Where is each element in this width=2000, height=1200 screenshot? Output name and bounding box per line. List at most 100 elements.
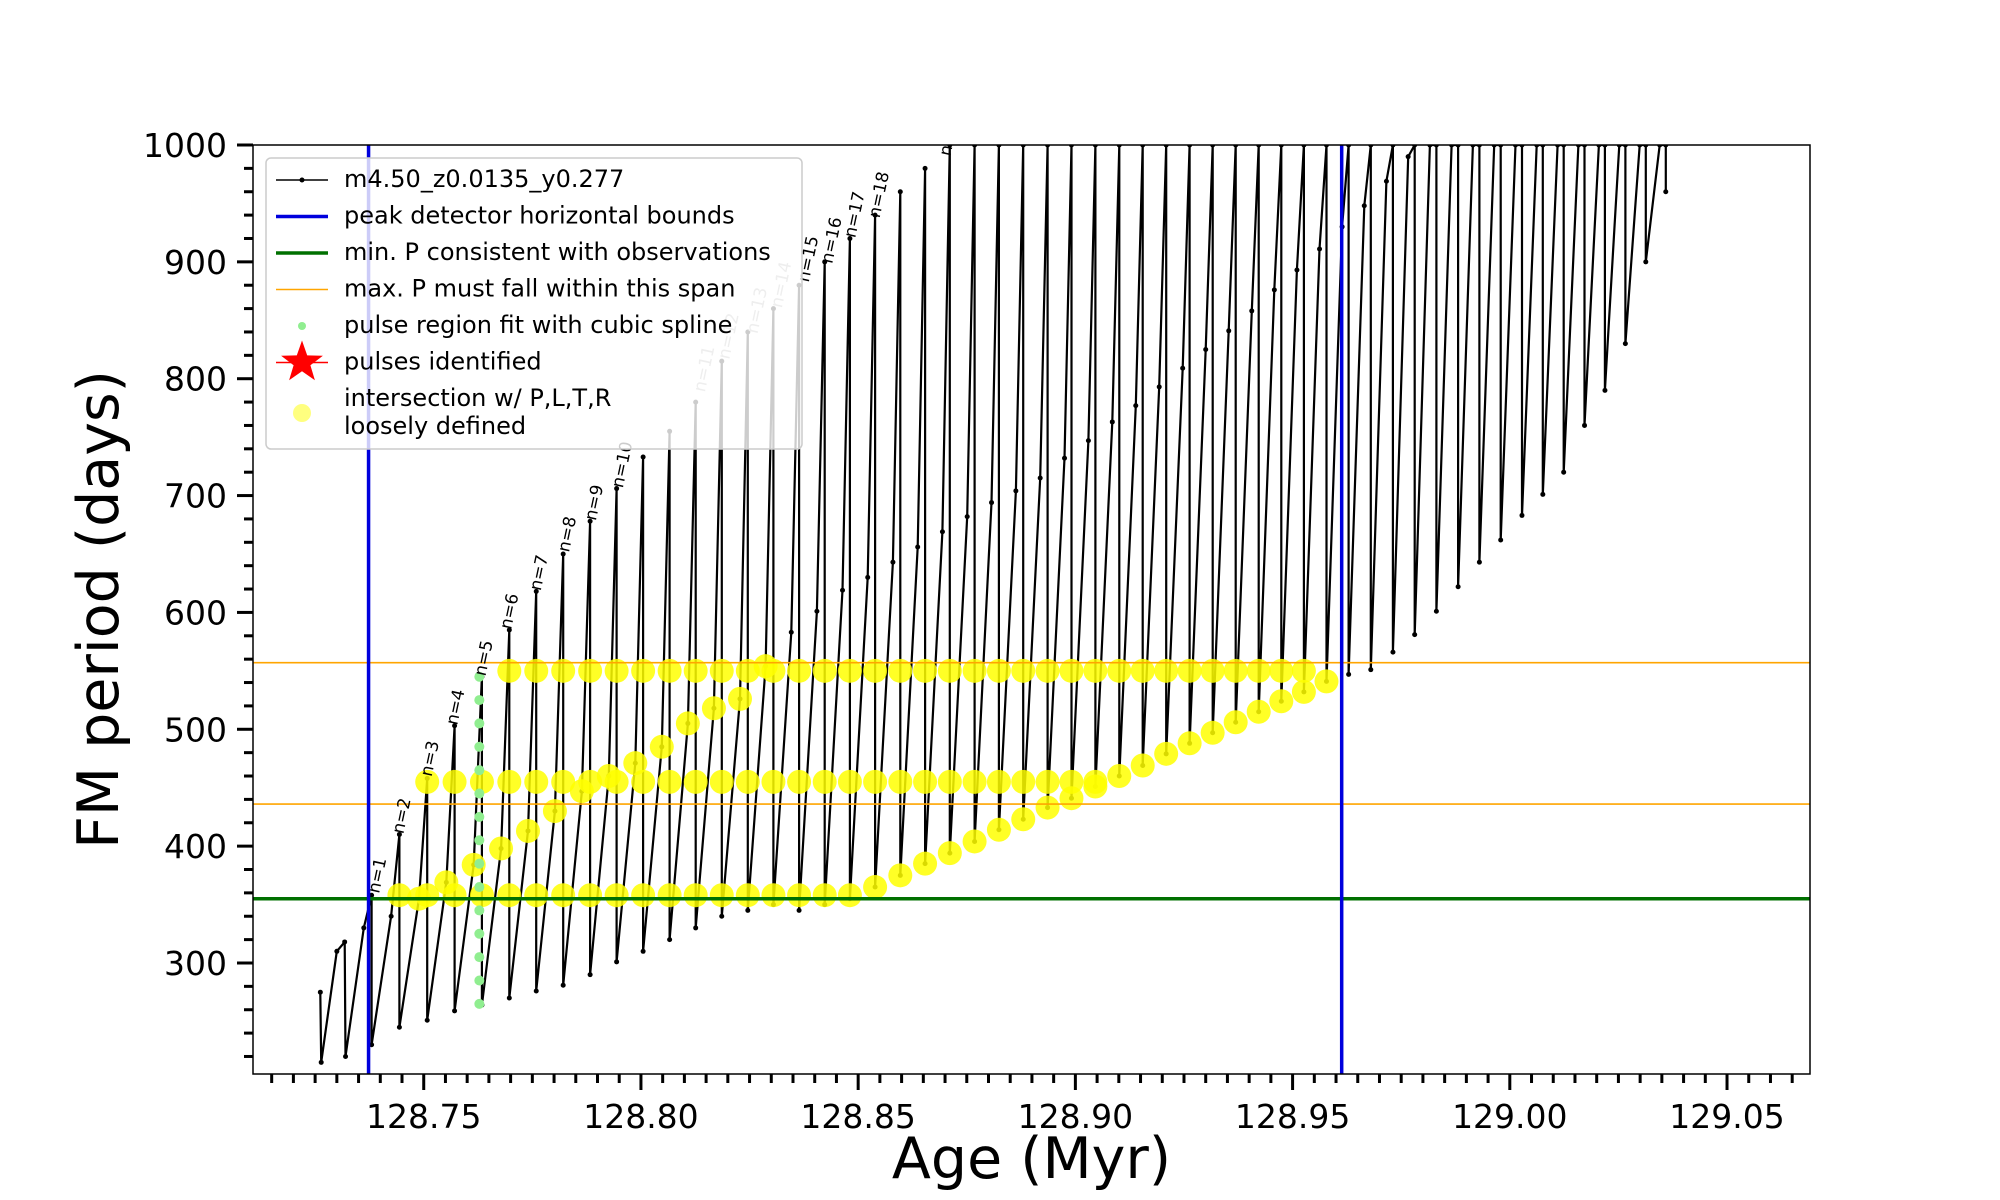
data-line (319, 145, 1667, 1064)
scatter-point (542, 799, 567, 824)
scatter-point (709, 658, 734, 683)
scatter-point (1035, 658, 1060, 683)
scatter-point (551, 658, 576, 683)
data-point (614, 959, 620, 965)
scatter-point (709, 883, 734, 908)
legend-marker (293, 404, 311, 422)
x-tick-label: 128.80 (583, 1097, 698, 1136)
scatter-point (837, 883, 862, 908)
data-point (452, 1008, 458, 1014)
data-point (361, 925, 367, 931)
scatter-point (649, 734, 674, 759)
legend-label: intersection w/ P,L,T,R (344, 384, 611, 412)
x-tick-label: 128.95 (1235, 1097, 1350, 1136)
legend-label: peak detector horizontal bounds (344, 202, 735, 230)
legend-label: m4.50_z0.0135_y0.277 (344, 165, 624, 193)
scatter-point (812, 658, 837, 683)
data-point (1412, 632, 1418, 638)
data-point (1361, 203, 1367, 209)
data-point (915, 544, 921, 550)
y-tick-label: 1000 (143, 126, 227, 165)
scatter-point (604, 658, 629, 683)
data-point (1226, 328, 1232, 334)
scatter-point (753, 654, 778, 679)
scatter-point (657, 658, 682, 683)
data-point (1383, 178, 1389, 184)
y-tick-label: 600 (164, 593, 227, 632)
data-point (1013, 488, 1019, 494)
scatter-point (387, 883, 412, 908)
scatter-point (631, 658, 656, 683)
data-point (506, 995, 512, 1001)
data-point (814, 608, 820, 614)
scatter-point (787, 883, 812, 908)
scatter-point (1291, 658, 1316, 683)
data-point (1643, 259, 1649, 265)
x-tick-label: 129.00 (1452, 1097, 1567, 1136)
scatter-point (497, 769, 522, 794)
scatter-point (1200, 720, 1225, 745)
scatter-point (888, 658, 913, 683)
y-tick-label: 800 (164, 360, 227, 399)
data-point (840, 587, 846, 593)
data-point (719, 913, 725, 919)
data-point (506, 627, 512, 633)
scatter-point (863, 875, 888, 900)
data-point (369, 892, 375, 898)
scatter-point (578, 658, 603, 683)
data-point (560, 551, 566, 557)
data-point (1602, 387, 1608, 393)
legend-label: min. P consistent with observations (344, 238, 771, 266)
legend-label: loosely defined (344, 412, 526, 440)
scatter-point (474, 695, 485, 706)
scatter-point (837, 658, 862, 683)
data-point (1133, 403, 1139, 409)
scatter-point (434, 870, 459, 895)
y-axis-label: FM period (days) (66, 370, 132, 849)
scatter-point (551, 769, 576, 794)
data-point (533, 988, 539, 994)
x-tick-label: 128.90 (1018, 1097, 1133, 1136)
scatter-point (474, 718, 485, 729)
scatter-point (962, 769, 987, 794)
scatter-point (787, 769, 812, 794)
legend-marker (298, 322, 306, 330)
scatter-point (604, 883, 629, 908)
data-point (587, 518, 593, 524)
scatter-point (761, 769, 786, 794)
scatter-point (812, 769, 837, 794)
scatter-point (1177, 658, 1202, 683)
scatter-point (863, 769, 888, 794)
data-point (614, 486, 620, 492)
y-tick-label: 900 (164, 243, 227, 282)
scatter-point (986, 769, 1011, 794)
x-axis-label: Age (Myr) (892, 1126, 1171, 1192)
data-point (847, 235, 853, 241)
data-point (1390, 649, 1396, 655)
data-point (890, 559, 896, 565)
data-point (989, 500, 995, 506)
data-point (317, 989, 323, 995)
data-point (396, 831, 402, 837)
scatter-point (1130, 658, 1155, 683)
scatter-point (986, 817, 1011, 842)
scatter-point (683, 883, 708, 908)
data-point (1433, 608, 1439, 614)
scatter-point (1059, 658, 1084, 683)
scatter-point (937, 658, 962, 683)
data-point (1085, 438, 1091, 444)
data-point (1582, 422, 1588, 428)
scatter-point (474, 811, 485, 822)
scatter-point (1246, 699, 1271, 724)
data-point (1109, 419, 1115, 425)
x-tick-label: 128.85 (800, 1097, 915, 1136)
data-point (343, 1053, 349, 1059)
scatter-point (888, 863, 913, 888)
scatter-point (469, 769, 494, 794)
legend-box (265, 157, 803, 450)
scatter-point (675, 711, 700, 736)
scatter-point (515, 818, 540, 843)
scatter-point (524, 883, 549, 908)
data-point (334, 948, 340, 954)
